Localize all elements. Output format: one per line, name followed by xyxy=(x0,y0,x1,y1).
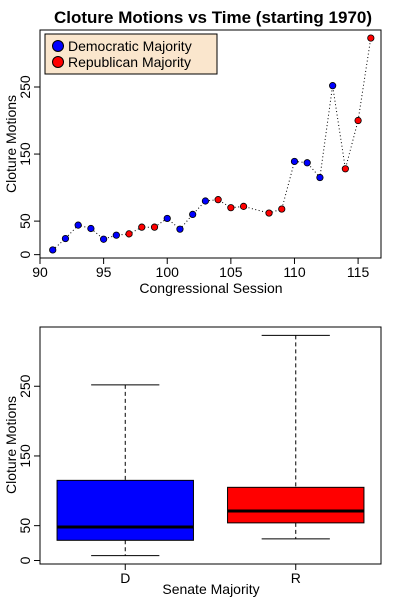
data-point xyxy=(176,225,184,233)
y-axis-label-2: Cloture Motions xyxy=(3,396,19,494)
box-R xyxy=(227,334,365,540)
y-tick-label: 250 xyxy=(17,374,33,398)
data-point xyxy=(367,34,375,42)
y-tick-label: 250 xyxy=(17,75,33,99)
x-tick-label: 110 xyxy=(283,264,306,280)
y-axis-2: 0 50 150 250 xyxy=(17,374,40,564)
boxes xyxy=(56,334,365,557)
data-point xyxy=(290,157,299,166)
y-tick-label: 50 xyxy=(17,518,33,534)
data-point xyxy=(201,197,210,205)
y-tick-label: 150 xyxy=(17,444,33,468)
data-point xyxy=(329,82,337,90)
data-point xyxy=(341,165,349,173)
data-point xyxy=(354,116,362,125)
scatter-chart: Cloture Motions vs Time (starting 1970) … xyxy=(3,8,382,296)
data-point xyxy=(214,196,222,204)
x-tick-label: 105 xyxy=(219,264,243,280)
y-axis-label: Cloture Motions xyxy=(3,95,19,193)
data-point xyxy=(239,202,248,210)
data-point xyxy=(87,224,95,233)
legend-republican-marker xyxy=(52,56,64,68)
data-point xyxy=(100,235,108,243)
plot-frame xyxy=(39,29,382,259)
data-point xyxy=(138,223,146,231)
y-tick-label: 50 xyxy=(17,213,33,229)
x-tick-label: 95 xyxy=(96,264,112,280)
x-tick-label: 115 xyxy=(347,264,370,280)
iqr-box xyxy=(227,486,365,524)
y-tick-label: 150 xyxy=(17,142,33,166)
x-tick-label: D xyxy=(120,570,130,586)
data-point xyxy=(49,246,57,254)
data-point xyxy=(163,214,171,223)
data-point xyxy=(278,205,286,213)
y-tick-label: 0 xyxy=(17,251,33,259)
data-point xyxy=(189,210,197,219)
data-point xyxy=(74,221,82,229)
data-point xyxy=(61,234,70,243)
y-axis: 0 50 150 250 xyxy=(17,75,40,259)
chart-title: Cloture Motions vs Time (starting 1970) xyxy=(54,8,372,27)
legend-democratic-label: Democratic Majority xyxy=(68,38,192,54)
x-tick-label: 90 xyxy=(32,264,48,280)
data-point xyxy=(265,209,273,217)
x-tick-label: 100 xyxy=(156,264,180,280)
x-axis: 90 95 100 105 110 115 xyxy=(32,258,369,280)
box-D xyxy=(56,384,194,557)
legend-box xyxy=(44,33,218,75)
data-points xyxy=(49,34,375,254)
legend: Democratic Majority Republican Majority xyxy=(44,33,218,75)
data-point xyxy=(112,231,120,239)
plot-frame-2 xyxy=(39,326,382,565)
x-tick-label: R xyxy=(291,570,301,586)
data-point xyxy=(150,223,159,231)
legend-democratic-marker xyxy=(52,40,64,52)
y-tick-label: 0 xyxy=(17,556,33,564)
data-point xyxy=(316,173,324,182)
iqr-box xyxy=(56,479,194,541)
data-point xyxy=(303,159,311,167)
data-point xyxy=(125,230,133,238)
data-point xyxy=(227,204,235,212)
x-axis-label-2: Senate Majority xyxy=(162,581,259,597)
legend-republican-label: Republican Majority xyxy=(68,54,191,70)
x-axis-label: Congressional Session xyxy=(139,280,282,296)
